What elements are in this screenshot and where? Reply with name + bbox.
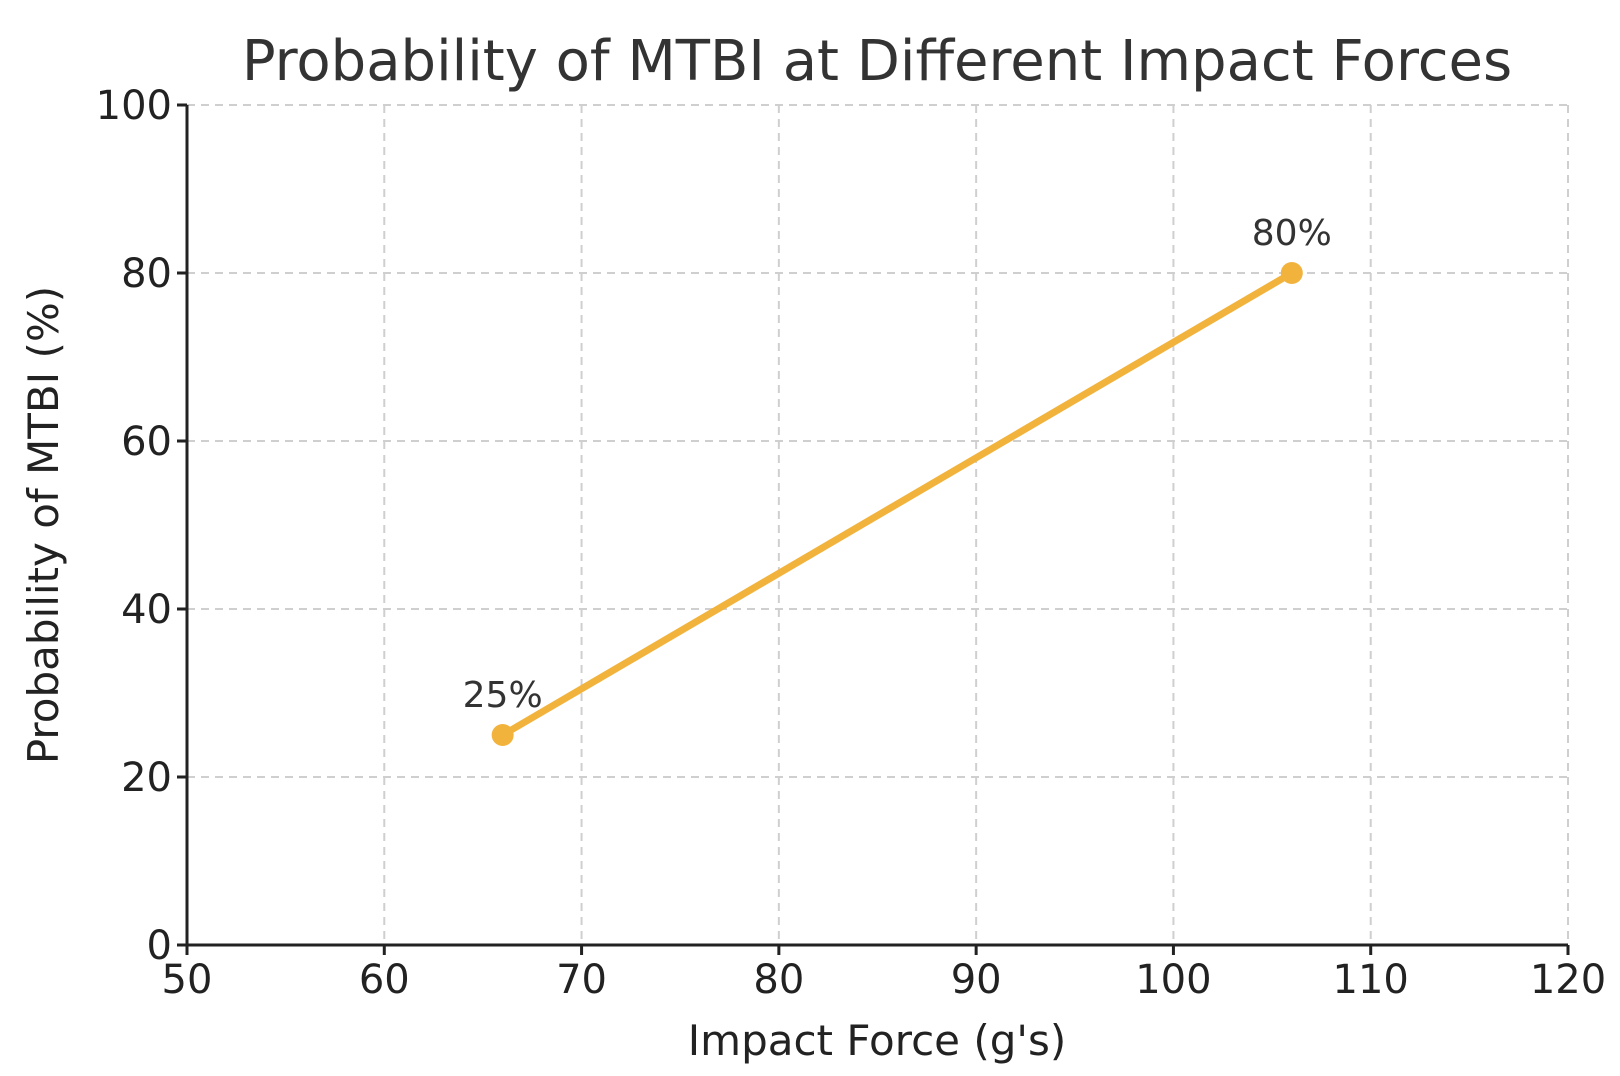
x-tick-label: 70	[556, 957, 607, 1003]
y-tick-label: 60	[121, 419, 172, 465]
x-tick-label: 110	[1333, 957, 1409, 1003]
x-tick-label: 120	[1530, 957, 1606, 1003]
y-tick-label: 80	[121, 251, 172, 297]
y-tick-label: 20	[121, 755, 172, 801]
data-point	[1280, 262, 1303, 284]
x-tick-label: 60	[359, 957, 410, 1003]
y-tick-label: 100	[96, 83, 172, 129]
x-tick-label: 80	[753, 957, 804, 1003]
series: 25% 80%	[463, 213, 1332, 746]
axes	[185, 105, 1568, 947]
x-axis-label: Impact Force (g's)	[688, 1016, 1066, 1065]
y-axis-label: Probability of MTBI (%)	[19, 286, 68, 764]
series-line	[499, 269, 1296, 739]
data-label: 25%	[463, 675, 543, 716]
x-tick-label: 100	[1135, 957, 1211, 1003]
chart-title: Probability of MTBI at Different Impact …	[242, 29, 1512, 94]
y-tick-label: 0	[147, 923, 172, 969]
data-point	[491, 724, 514, 746]
grid	[187, 104, 1569, 945]
x-tick-label: 50	[162, 957, 213, 1003]
y-tick-label: 40	[121, 587, 172, 633]
x-tick-label: 90	[951, 957, 1002, 1003]
data-label: 80%	[1252, 213, 1332, 254]
x-ticks: 50 60 70 80 90 100 110 120	[162, 945, 1606, 1003]
y-ticks: 0 20 40 60 80 100	[96, 83, 187, 969]
